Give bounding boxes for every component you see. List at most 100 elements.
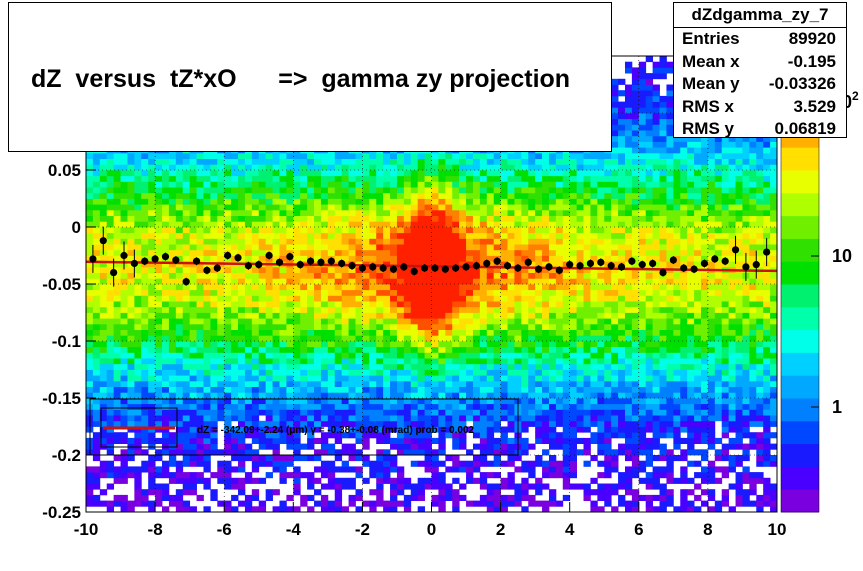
stats-box: dZdgamma_zy_7 Entries 89920 Mean x -0.195 … <box>673 2 847 138</box>
color-scale-segment <box>781 398 819 422</box>
x-tick-label: -8 <box>148 520 163 539</box>
stats-row-mean-x: Mean x -0.195 <box>682 51 836 71</box>
profile-point <box>192 257 201 265</box>
color-scale-segment <box>781 375 819 399</box>
color-scale-segment <box>781 215 819 239</box>
profile-point <box>141 257 149 265</box>
profile-point <box>255 261 263 269</box>
profile-point <box>617 263 626 271</box>
y-tick-label: -0.15 <box>42 389 81 408</box>
profile-point <box>99 237 107 245</box>
profile-point <box>690 265 698 273</box>
x-tick-label: 2 <box>496 520 505 539</box>
color-scale-segment <box>781 466 819 490</box>
profile-point <box>472 262 481 270</box>
profile-point <box>400 263 408 271</box>
profile-point <box>161 253 170 261</box>
x-tick-label: 0 <box>427 520 436 539</box>
color-scale-segment <box>781 261 819 285</box>
profile-point <box>151 255 159 263</box>
color-scale-segment <box>781 192 819 217</box>
profile-point <box>234 254 242 262</box>
y-tick-label: -0.05 <box>42 275 81 294</box>
stats-row-entries: Entries 89920 <box>682 29 836 48</box>
profile-point <box>379 264 387 272</box>
profile-point <box>576 262 584 270</box>
profile-point <box>338 259 346 268</box>
title-box: dZ versus tZ*xO => gamma zy projection <box>8 2 612 152</box>
y-tick-label: 0.05 <box>48 161 81 180</box>
chart-title: dZ versus tZ*xO => gamma zy projection <box>31 65 571 93</box>
profile-point <box>493 257 501 265</box>
stats-row-rms-y: RMS y 0.06819 <box>682 119 836 138</box>
color-scale-segment <box>781 352 819 376</box>
x-tick-label: 8 <box>703 520 712 539</box>
profile-point <box>503 262 512 270</box>
profile-point <box>555 266 563 274</box>
color-scale-segment <box>781 489 819 513</box>
x-tick-label: 10 <box>768 520 787 539</box>
profile-point <box>389 265 398 273</box>
profile-point <box>462 263 470 271</box>
profile-point <box>535 265 543 273</box>
profile-point <box>731 246 740 254</box>
profile-point <box>441 265 449 273</box>
profile-point <box>306 257 315 265</box>
profile-point <box>649 259 657 268</box>
profile-point <box>420 264 429 272</box>
profile-point <box>711 255 719 263</box>
profile-point <box>110 269 118 277</box>
profile-point <box>265 251 273 260</box>
profile-point <box>524 258 532 266</box>
profile-point <box>763 248 771 256</box>
profile-point <box>182 278 190 286</box>
profile-point <box>483 259 491 268</box>
profile-point <box>452 264 460 272</box>
profile-point <box>286 253 294 261</box>
color-scale-segment <box>781 306 819 331</box>
color-scale-segment <box>781 420 819 445</box>
x-tick-label: -6 <box>217 520 232 539</box>
x-tick-label: 4 <box>565 520 575 539</box>
profile-point <box>680 264 688 272</box>
profile-point <box>224 251 232 260</box>
y-tick-label: -0.25 <box>42 503 81 522</box>
color-scale-segment <box>781 147 819 171</box>
profile-points <box>89 226 771 287</box>
profile-point <box>514 264 522 272</box>
color-scale-segment <box>781 238 819 262</box>
profile-point <box>296 261 304 269</box>
profile-point <box>431 264 439 272</box>
profile-point <box>669 256 677 264</box>
stats-histogram-name: dZdgamma_zy_7 <box>674 3 846 28</box>
profile-point <box>120 251 128 260</box>
profile-point <box>721 257 729 265</box>
fit-legend-box: dZ = -342.09+-2.24 (μm) γ = -0.38+-0.08 … <box>89 398 519 456</box>
profile-point <box>659 269 667 277</box>
profile-point <box>742 263 750 271</box>
profile-point <box>607 262 615 270</box>
profile-point <box>638 261 646 269</box>
profile-point <box>244 262 252 270</box>
profile-point <box>586 259 595 268</box>
color-scale-segment <box>781 329 819 353</box>
heatmap-cells <box>86 56 778 513</box>
profile-point <box>545 263 553 271</box>
x-tick-label: -4 <box>286 520 302 539</box>
y-tick-label: 0 <box>72 218 81 237</box>
y-tick-label: -0.2 <box>52 446 81 465</box>
color-scale-segment <box>781 170 819 194</box>
profile-point <box>203 266 211 274</box>
x-tick-label: -10 <box>74 520 99 539</box>
profile-point <box>700 259 709 268</box>
profile-point <box>327 257 335 265</box>
x-tick-label: 6 <box>634 520 643 539</box>
profile-point <box>317 258 325 266</box>
profile-point <box>628 257 636 265</box>
color-scale-label: 1 <box>832 397 842 417</box>
profile-point <box>172 256 180 264</box>
profile-point <box>597 258 605 266</box>
profile-point <box>566 261 574 269</box>
profile-point <box>213 264 221 272</box>
